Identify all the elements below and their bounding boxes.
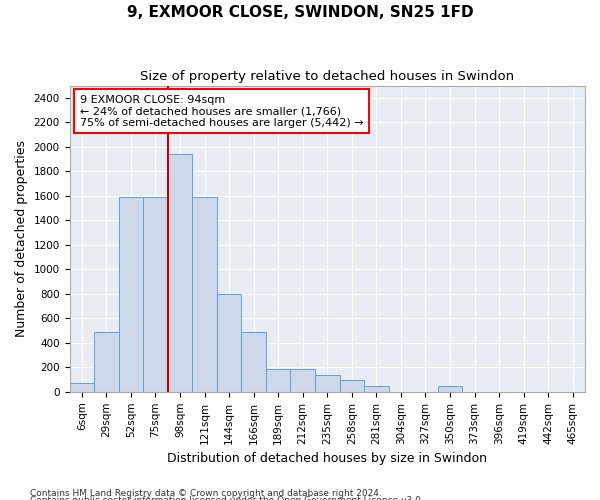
- Bar: [119, 197, 143, 392]
- Text: Contains HM Land Registry data © Crown copyright and database right 2024.: Contains HM Land Registry data © Crown c…: [30, 488, 382, 498]
- Bar: [315, 376, 340, 392]
- Title: Size of property relative to detached houses in Swindon: Size of property relative to detached ho…: [140, 70, 514, 83]
- Bar: [241, 332, 266, 392]
- Bar: [290, 368, 315, 392]
- Bar: [340, 380, 364, 392]
- Bar: [70, 382, 94, 392]
- Bar: [168, 154, 192, 392]
- Text: 9 EXMOOR CLOSE: 94sqm
← 24% of detached houses are smaller (1,766)
75% of semi-d: 9 EXMOOR CLOSE: 94sqm ← 24% of detached …: [80, 94, 364, 128]
- Bar: [266, 368, 290, 392]
- Text: 9, EXMOOR CLOSE, SWINDON, SN25 1FD: 9, EXMOOR CLOSE, SWINDON, SN25 1FD: [127, 5, 473, 20]
- Bar: [94, 332, 119, 392]
- Y-axis label: Number of detached properties: Number of detached properties: [15, 140, 28, 337]
- Bar: [192, 197, 217, 392]
- Text: Contains public sector information licensed under the Open Government Licence v3: Contains public sector information licen…: [30, 496, 424, 500]
- X-axis label: Distribution of detached houses by size in Swindon: Distribution of detached houses by size …: [167, 452, 487, 465]
- Bar: [438, 386, 462, 392]
- Bar: [143, 197, 168, 392]
- Bar: [364, 386, 389, 392]
- Bar: [217, 294, 241, 392]
